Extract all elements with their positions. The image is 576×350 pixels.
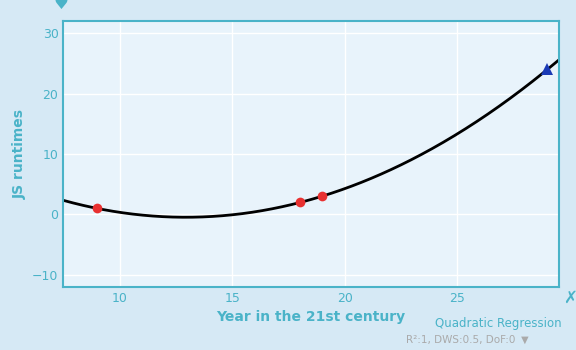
Text: Quadratic Regression: Quadratic Regression bbox=[435, 317, 562, 330]
Text: ♥: ♥ bbox=[53, 0, 68, 13]
Text: ✗: ✗ bbox=[563, 289, 576, 307]
X-axis label: Year in the 21st century: Year in the 21st century bbox=[217, 310, 406, 324]
Text: R²:1, DWS:0.5, DoF:0: R²:1, DWS:0.5, DoF:0 bbox=[406, 335, 516, 344]
Y-axis label: JS runtimes: JS runtimes bbox=[13, 109, 26, 199]
Text: ▼: ▼ bbox=[518, 335, 529, 344]
